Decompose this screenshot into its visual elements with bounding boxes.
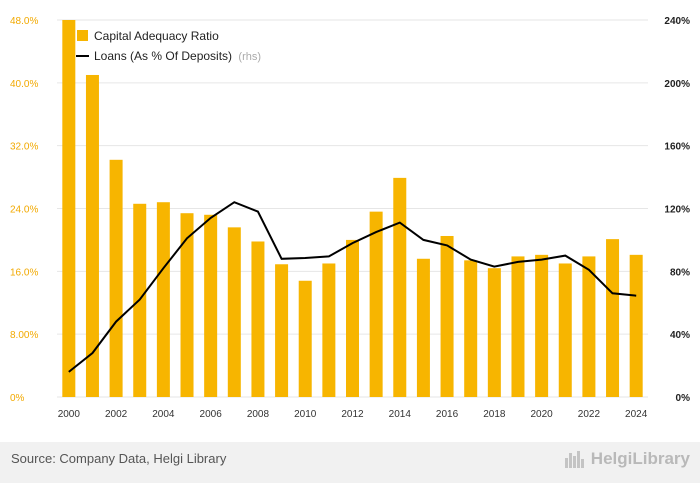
- city-skyline-icon: [564, 451, 584, 468]
- bar: [204, 214, 218, 397]
- y-left-tick-label: 24.0%: [10, 205, 38, 216]
- bar: [322, 263, 336, 397]
- bar: [629, 254, 643, 397]
- x-tick-label: 2002: [105, 409, 128, 420]
- bar: [369, 211, 383, 397]
- bar: [535, 254, 549, 397]
- bar: [606, 239, 620, 397]
- logo-text: HelgiLibrary: [590, 449, 690, 468]
- bar: [393, 177, 407, 397]
- bar: [440, 235, 454, 397]
- y-right-tick-label: 240%: [664, 16, 690, 27]
- y-right-tick-label: 80%: [670, 267, 690, 278]
- y-right-tick-label: 120%: [664, 205, 690, 216]
- y-right-tick-label: 200%: [664, 79, 690, 90]
- x-tick-label: 2010: [294, 409, 317, 420]
- x-tick-label: 2004: [152, 409, 175, 420]
- bar: [346, 239, 359, 397]
- left-axis: 0% 8.00% 16.0% 24.0% 32.0% 40.0% 48.0%: [10, 16, 38, 404]
- x-tick-label: 2022: [578, 409, 601, 420]
- legend: Capital Adequacy Ratio Loans (As % Of De…: [76, 29, 261, 63]
- bar: [558, 263, 572, 397]
- bar: [180, 213, 194, 397]
- bar: [275, 264, 289, 397]
- bar: [416, 258, 430, 397]
- x-tick-label: 2018: [483, 409, 506, 420]
- x-tick-label: 2016: [436, 409, 459, 420]
- bar: [251, 241, 265, 397]
- y-left-tick-label: 0%: [10, 393, 25, 404]
- y-left-tick-label: 32.0%: [10, 142, 38, 153]
- y-right-tick-label: 40%: [670, 330, 690, 341]
- bar: [511, 256, 525, 397]
- x-tick-label: 2008: [247, 409, 270, 420]
- y-right-tick-label: 160%: [664, 142, 690, 153]
- x-tick-label: 2012: [341, 409, 364, 420]
- bar: [582, 256, 596, 397]
- combo-chart: 0% 8.00% 16.0% 24.0% 32.0% 40.0% 48.0% 0% 40% 80…: [10, 16, 690, 420]
- bar: [227, 227, 241, 397]
- loans-line: [68, 201, 637, 373]
- y-right-tick-label: 0%: [676, 393, 691, 404]
- y-left-tick-label: 40.0%: [10, 79, 38, 90]
- x-tick-label: 2006: [200, 409, 223, 420]
- bar: [487, 268, 501, 397]
- bar: [109, 159, 123, 397]
- x-tick-label: 2014: [389, 409, 412, 420]
- bar: [85, 74, 99, 398]
- x-tick-label: 2024: [625, 409, 648, 420]
- legend-label-bar: Capital Adequacy Ratio: [94, 29, 219, 43]
- x-axis: 2000 2002 2004 2006 2008 2010 2012 2014 2016 2018…: [58, 409, 648, 420]
- helgi-library-logo[interactable]: HelgiLibrary: [564, 449, 690, 469]
- bar: [156, 202, 170, 397]
- legend-swatch-bar: [77, 30, 88, 41]
- y-left-tick-label: 8.00%: [10, 330, 38, 341]
- right-axis: 0% 40% 80% 120% 160% 200% 240%: [664, 16, 690, 404]
- bar-series: [62, 20, 643, 398]
- x-tick-label: 2000: [58, 409, 81, 420]
- y-left-tick-label: 48.0%: [10, 16, 38, 27]
- legend-label-line-name: Loans (As % Of Deposits): [94, 49, 232, 63]
- x-tick-label: 2020: [530, 409, 553, 420]
- source-text: Source: Company Data, Helgi Library: [11, 451, 227, 466]
- bar: [464, 260, 478, 397]
- y-left-tick-label: 16.0%: [10, 267, 38, 278]
- bar: [298, 280, 312, 397]
- legend-label-line-suffix: (rhs): [238, 51, 261, 63]
- legend-label-line: Loans (As % Of Deposits) (rhs): [94, 49, 261, 63]
- bar: [62, 20, 76, 397]
